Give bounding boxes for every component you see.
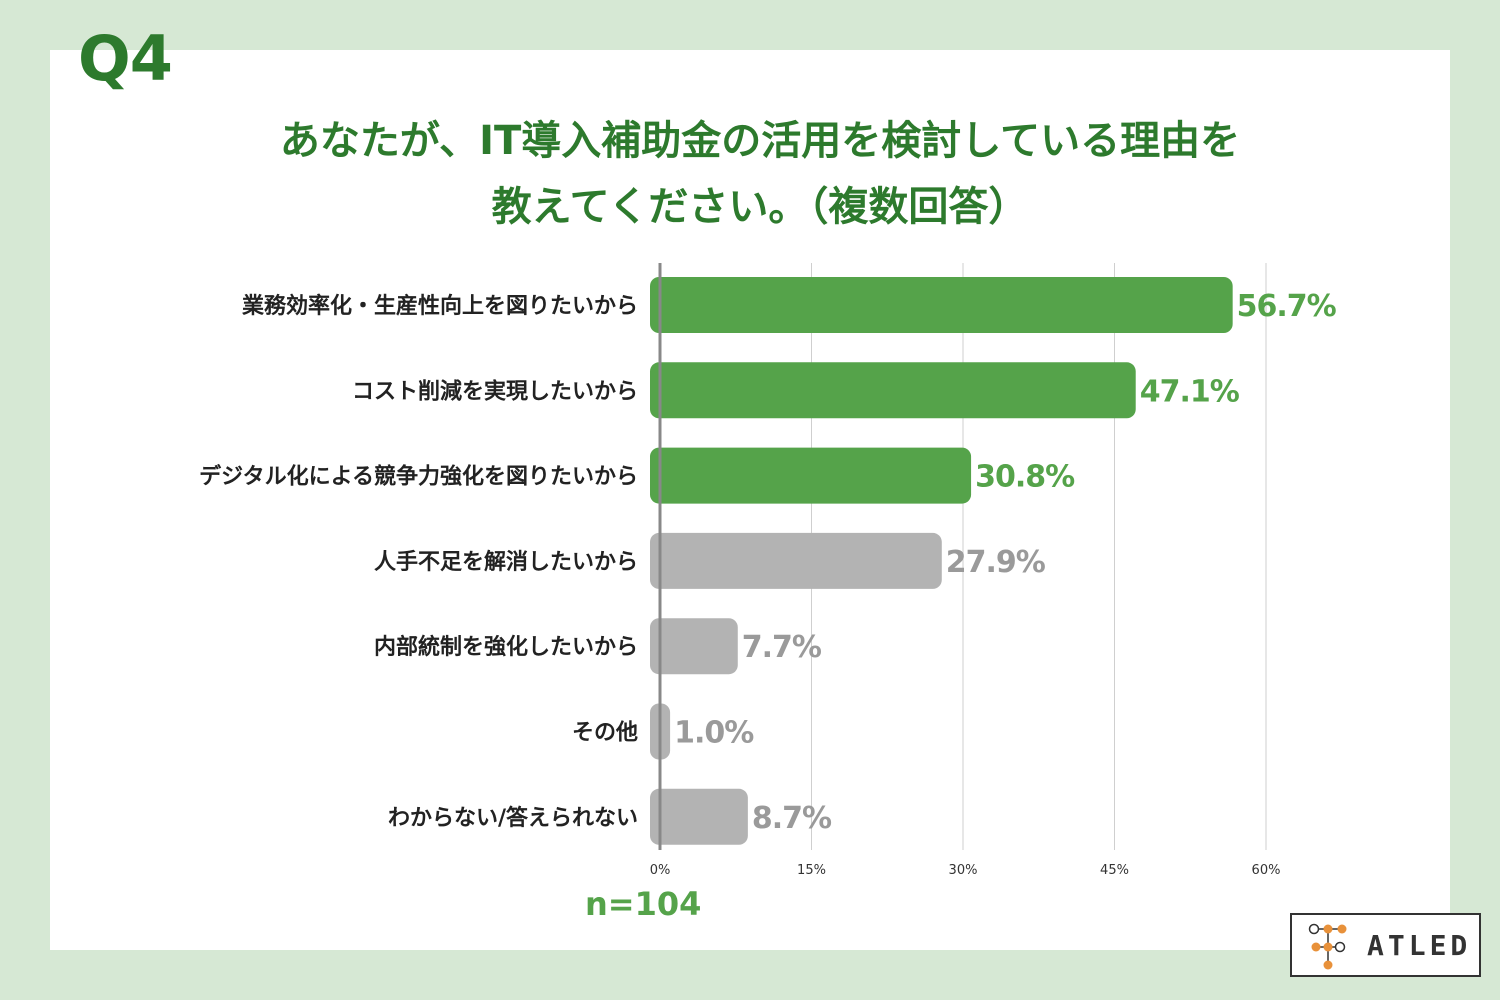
logo-text: ATLED [1367, 929, 1472, 962]
x-tick-label: 15% [797, 863, 826, 878]
data-label: 47.1% [1140, 374, 1240, 409]
category-label: デジタル化による競争力強化を図りたいから [199, 464, 638, 490]
bar [650, 618, 738, 675]
category-label: その他 [572, 721, 638, 746]
data-label: 27.9% [946, 545, 1046, 580]
category-label: コスト削減を実現したいから [352, 378, 638, 404]
sample-size: n=104 [585, 885, 702, 923]
node-tree-icon [1308, 923, 1347, 970]
x-tick-label: 45% [1100, 863, 1129, 878]
bar [650, 362, 1136, 419]
atled-logo: ATLED [1290, 913, 1481, 977]
x-tick-label: 0% [650, 863, 671, 878]
chart-title-line1: あなたが、IT導入補助金の活用を検討している理由を [279, 118, 1241, 164]
category-label: わからない/答えられない [388, 805, 638, 831]
chart-title-line2: 教えてください。（複数回答） [491, 184, 1029, 230]
category-label: 業務効率化・生産性向上を図りたいから [242, 293, 638, 319]
bar [650, 788, 748, 845]
category-label: 人手不足を解消したいから [374, 549, 638, 575]
data-label: 7.7% [742, 630, 822, 665]
data-label: 30.8% [975, 460, 1075, 495]
chart-title: あなたが、IT導入補助金の活用を検討している理由を 教えてください。（複数回答） [150, 108, 1370, 240]
x-tick-label: 60% [1252, 863, 1281, 878]
category-label: 内部統制を強化したいから [374, 634, 638, 660]
data-label: 1.0% [674, 716, 754, 751]
data-label: 56.7% [1237, 289, 1337, 324]
x-tick-label: 30% [949, 863, 978, 878]
question-number: Q4 [78, 22, 173, 95]
bar [650, 447, 972, 504]
bar [650, 532, 942, 589]
data-label: 8.7% [752, 801, 832, 836]
bar [650, 277, 1233, 333]
